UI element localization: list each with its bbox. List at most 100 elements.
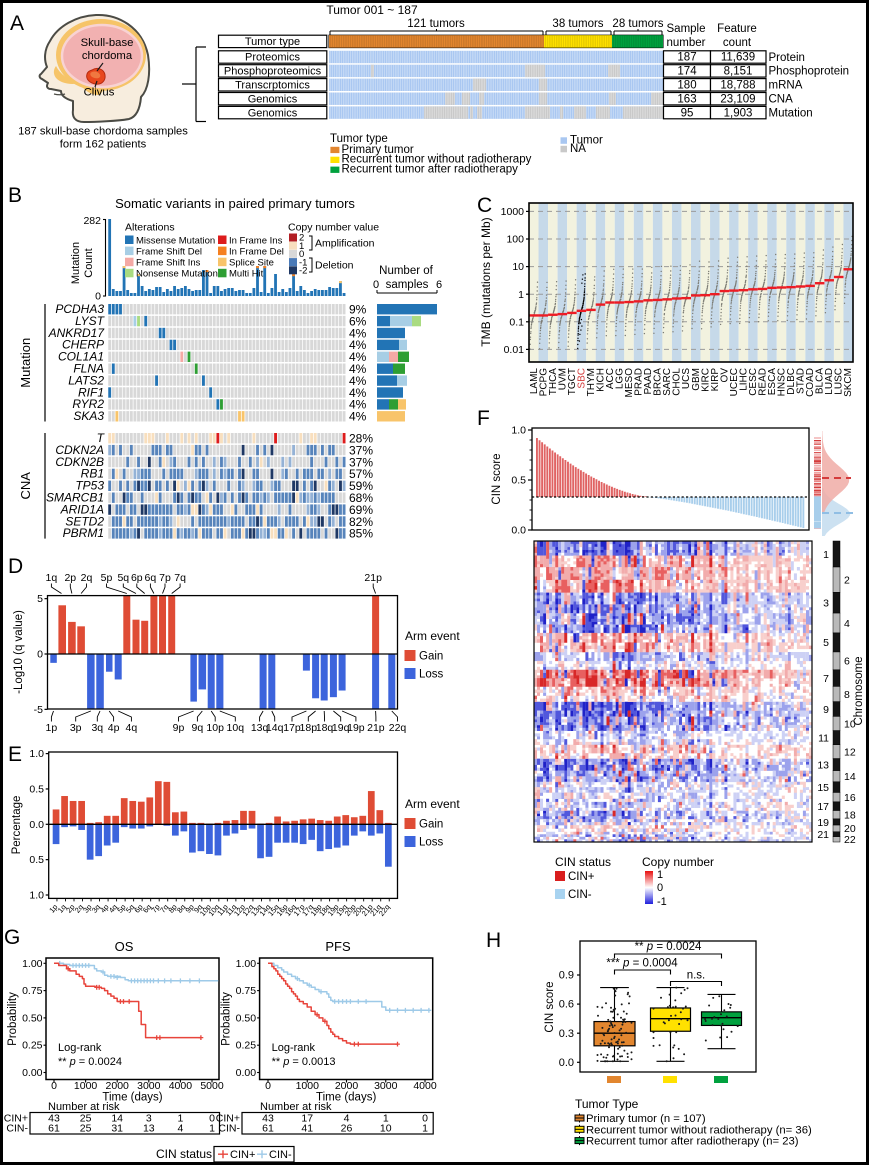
svg-text:9q: 9q [192, 722, 204, 734]
svg-text:T: T [97, 431, 106, 445]
svg-text:Number of: Number of [379, 265, 433, 277]
svg-text:In Frame Del: In Frame Del [229, 246, 284, 257]
svg-text:0.25: 0.25 [22, 1040, 43, 1052]
svg-text:2000: 2000 [335, 1080, 359, 1092]
svg-text:Tumor: Tumor [570, 134, 603, 146]
svg-text:** p = 0.0013: ** p = 0.0013 [272, 1056, 336, 1068]
svg-text:PRAD: PRAD [634, 368, 645, 396]
svg-text:11,639: 11,639 [721, 52, 755, 64]
svg-text:14: 14 [111, 1113, 123, 1125]
svg-text:0.6: 0.6 [559, 999, 574, 1011]
svg-text:3000: 3000 [137, 1080, 161, 1092]
svg-text:ESCA: ESCA [767, 368, 778, 396]
svg-text:chordoma: chordoma [82, 50, 133, 62]
svg-text:Recurrent tumor after radiothe: Recurrent tumor after radiotherapy [342, 164, 519, 176]
svg-text:174: 174 [677, 66, 697, 78]
svg-text:0.25: 0.25 [236, 1040, 257, 1052]
svg-text:1000: 1000 [501, 206, 525, 218]
svg-text:0.75: 0.75 [22, 985, 43, 997]
svg-text:LGG: LGG [615, 368, 626, 389]
svg-text:20: 20 [844, 823, 856, 835]
svg-text:0.1: 0.1 [509, 316, 524, 328]
svg-text:Protein: Protein [769, 52, 805, 64]
svg-text:CIN+: CIN+ [4, 1113, 28, 1125]
svg-text:6: 6 [436, 279, 442, 291]
svg-text:1.00: 1.00 [22, 958, 43, 970]
svg-text:0.5: 0.5 [29, 783, 44, 795]
svg-text:4000: 4000 [169, 1080, 193, 1092]
svg-text:41: 41 [301, 1123, 313, 1135]
svg-text:0: 0 [422, 1113, 428, 1125]
svg-text:Frame Shift Del: Frame Shift Del [136, 246, 202, 257]
svg-text:1.00: 1.00 [236, 958, 257, 970]
svg-text:FLNA: FLNA [73, 362, 104, 376]
svg-text:Tumor 001 ~ 187: Tumor 001 ~ 187 [326, 3, 418, 17]
svg-text:0: 0 [299, 249, 304, 260]
svg-text:PAAD: PAAD [643, 368, 654, 395]
svg-text:PBRM1: PBRM1 [63, 526, 104, 540]
svg-text:4%: 4% [349, 374, 367, 388]
svg-text:5q: 5q [117, 572, 129, 584]
svg-text:3: 3 [146, 1113, 152, 1125]
svg-text:Number at risk: Number at risk [48, 1101, 120, 1113]
svg-text:CIN score: CIN score [544, 981, 556, 1032]
svg-text:0: 0 [51, 1080, 57, 1092]
svg-text:Tumor type: Tumor type [330, 133, 388, 145]
svg-text:95: 95 [681, 107, 694, 119]
svg-text:82%: 82% [349, 515, 373, 529]
svg-text:2q: 2q [81, 572, 93, 584]
svg-text:-1: -1 [299, 257, 307, 268]
svg-text:Alterations: Alterations [125, 222, 175, 234]
svg-text:E: E [8, 743, 22, 766]
svg-text:14: 14 [844, 771, 856, 783]
svg-text:43: 43 [48, 1113, 60, 1125]
svg-text:38 tumors: 38 tumors [552, 18, 603, 30]
svg-text:LATS2: LATS2 [68, 373, 104, 387]
svg-text:4%: 4% [349, 386, 367, 400]
svg-text:2000: 2000 [106, 1080, 130, 1092]
svg-text:Arm event: Arm event [405, 797, 460, 811]
svg-text:BRCA: BRCA [653, 368, 664, 396]
svg-text:61: 61 [262, 1123, 274, 1135]
svg-text:RIF1: RIF1 [78, 385, 104, 399]
svg-text:68%: 68% [349, 491, 373, 505]
svg-text:0.0: 0.0 [559, 1057, 574, 1069]
svg-text:16: 16 [844, 792, 856, 804]
svg-text:1: 1 [422, 1123, 428, 1135]
svg-text:21p: 21p [364, 572, 382, 584]
svg-text:23,109: 23,109 [720, 93, 755, 105]
svg-text:ARID1A: ARID1A [60, 502, 104, 516]
svg-text:Mutation: Mutation [70, 242, 82, 284]
svg-text:Recurrent tumor without radiot: Recurrent tumor without radiotherapy (n=… [586, 1124, 812, 1136]
svg-text:0.0: 0.0 [511, 525, 526, 537]
svg-text:21: 21 [817, 829, 829, 841]
svg-text:Time (days): Time (days) [316, 1092, 376, 1104]
svg-text:1q: 1q [46, 572, 58, 584]
svg-text:Splice Site: Splice Site [229, 258, 274, 269]
svg-text:CHERP: CHERP [62, 338, 104, 352]
svg-text:OS: OS [115, 939, 134, 954]
svg-text:CDKN2A: CDKN2A [55, 443, 104, 457]
svg-text:0.5: 0.5 [29, 854, 44, 866]
svg-text:Amplification: Amplification [315, 238, 375, 250]
svg-text:-1: -1 [657, 896, 667, 908]
svg-text:6p: 6p [131, 572, 143, 584]
svg-text:10p: 10p [206, 722, 224, 734]
svg-text:-Log10 (q value): -Log10 (q value) [13, 610, 25, 694]
svg-text:n.s.: n.s. [687, 970, 706, 982]
svg-text:13q: 13q [251, 722, 269, 734]
svg-text:187 skull-base chordoma sample: 187 skull-base chordoma samples [18, 126, 188, 138]
svg-text:85%: 85% [349, 527, 373, 541]
svg-text:26: 26 [341, 1123, 353, 1135]
svg-text:F: F [477, 407, 490, 430]
svg-text:18: 18 [844, 810, 856, 822]
svg-text:1: 1 [177, 1113, 183, 1125]
svg-text:CDKN2B: CDKN2B [55, 455, 104, 469]
svg-text:Primary tumor (n = 107): Primary tumor (n = 107) [586, 1113, 706, 1125]
svg-text:187: 187 [677, 52, 696, 64]
svg-text:RYR2: RYR2 [72, 397, 104, 411]
svg-text:THCA: THCA [548, 368, 559, 396]
svg-text:MESO: MESO [624, 368, 635, 398]
svg-text:Clivus: Clivus [84, 87, 115, 99]
svg-text:C: C [477, 194, 492, 217]
